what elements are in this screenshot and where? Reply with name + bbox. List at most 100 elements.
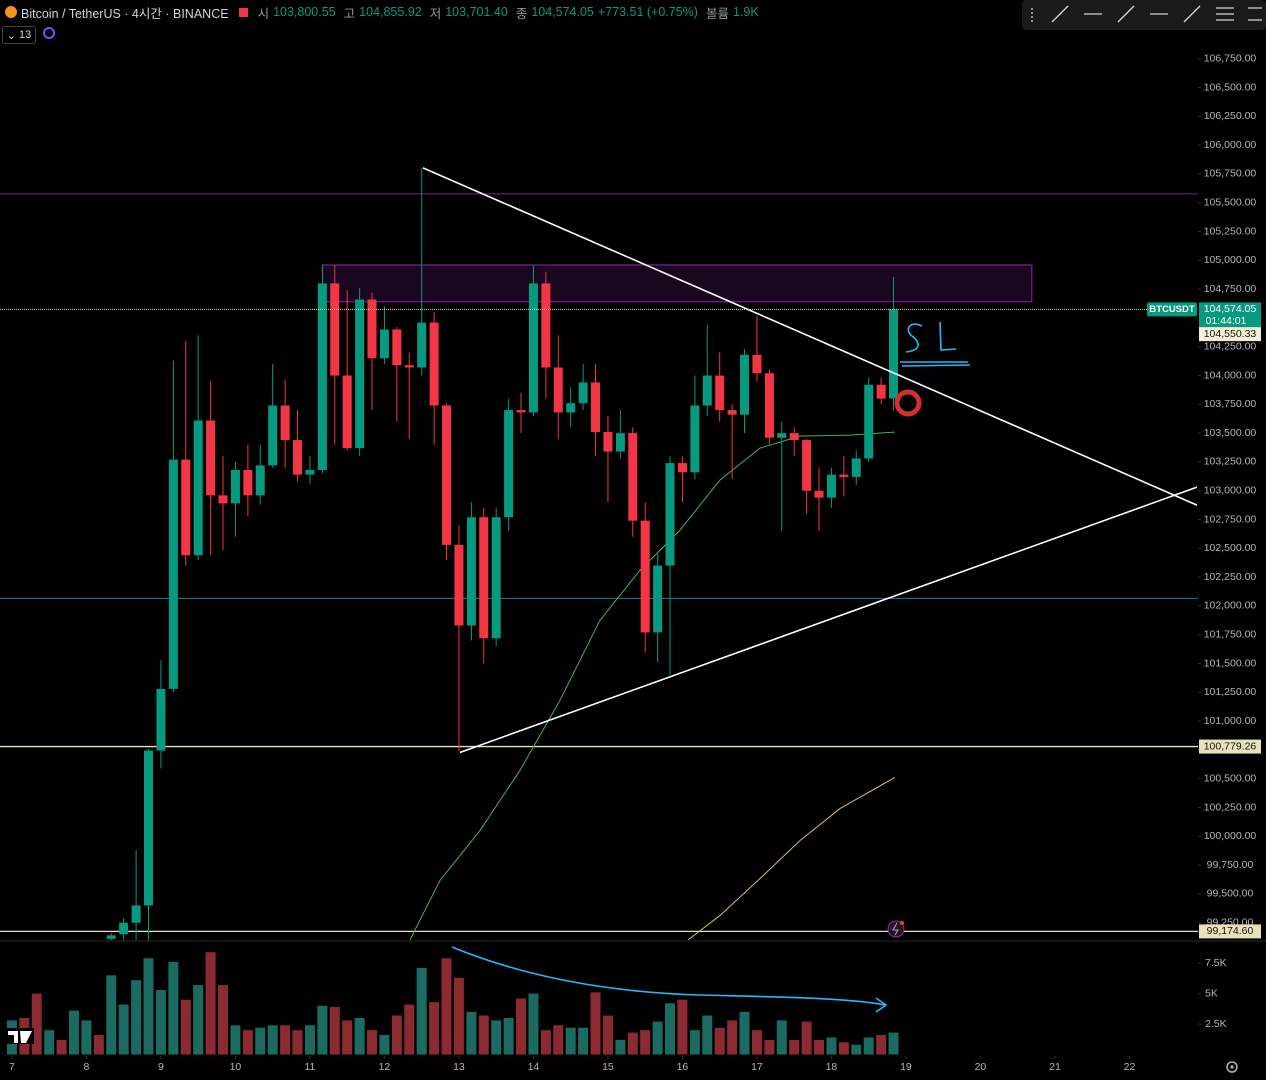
y-tick-label: 100,000.00 (1204, 830, 1257, 842)
candle-body (640, 520, 650, 633)
moving-average (687, 777, 896, 940)
volume-bar (416, 967, 427, 1055)
event-icon-bolt[interactable] (892, 922, 899, 936)
candle-body (603, 431, 613, 452)
volume-bar (801, 1021, 812, 1055)
volume-bar (31, 993, 42, 1055)
volume-bar (565, 1027, 576, 1055)
level-label: 100,779.26 (1204, 740, 1257, 752)
y-tick-label: 103,250.00 (1204, 456, 1257, 468)
volume-bar (379, 1035, 390, 1055)
volume-bar (217, 985, 228, 1055)
tool-more[interactable] (1248, 7, 1262, 21)
tool-trend[interactable] (1051, 5, 1069, 23)
ohlc-label: 고 (343, 6, 356, 21)
candle-body (268, 405, 278, 466)
candle-body (280, 405, 290, 441)
volume-bar (838, 1042, 849, 1055)
volume-bar (255, 1027, 266, 1055)
ohlc-label: 저 (429, 6, 442, 21)
volume-bar (602, 1015, 613, 1055)
candle-body (566, 403, 576, 413)
candle-body (504, 410, 514, 518)
y-tick-label: 103,500.00 (1204, 427, 1257, 439)
candle-body (243, 470, 253, 496)
axes: 99,250.0099,500.0099,750.00100,000.00100… (9, 53, 1261, 1073)
volume-label: 볼륨 (705, 6, 729, 21)
indicator-count: 13 (19, 29, 32, 41)
y-tick-label: 101,500.00 (1204, 657, 1257, 669)
y-tick-label: 100,250.00 (1204, 801, 1257, 813)
candle-body (441, 405, 451, 545)
sl-underline (900, 361, 971, 367)
y-tick-label: 104,250.00 (1204, 341, 1257, 353)
candle-body (342, 375, 352, 449)
y-tick-label: 105,500.00 (1204, 197, 1257, 209)
volume-bar (317, 1005, 328, 1055)
x-tick-label: 8 (84, 1061, 90, 1073)
y-tick-label: 102,500.00 (1204, 542, 1257, 554)
candle-body (677, 463, 687, 473)
candle-body (255, 465, 265, 496)
candle-body (355, 299, 365, 449)
event-dot (900, 921, 904, 925)
candle-body (181, 459, 191, 556)
candle-body (740, 354, 750, 415)
trendline (422, 167, 1198, 506)
volume-pane (6, 952, 899, 1055)
candle-body (292, 440, 302, 475)
y-tick-label: 103,750.00 (1204, 398, 1257, 410)
volume-bar (106, 975, 117, 1055)
y-tick-label: 99,750.00 (1207, 859, 1254, 871)
y-tick-label: 106,750.00 (1204, 53, 1257, 65)
flag-icon[interactable] (238, 7, 248, 17)
candle-body (417, 322, 427, 368)
tv-logo (6, 1028, 34, 1044)
gear-center[interactable] (1230, 1065, 1234, 1069)
symbol[interactable]: Bitcoin / TetherUS · 4시간 · BINANCE (21, 6, 229, 21)
volume-bar (640, 1030, 651, 1055)
last-price-label: 104,574.05 (1204, 303, 1257, 315)
candle-body (230, 470, 240, 504)
x-tick-label: 21 (1049, 1061, 1061, 1073)
ohlc-label: 종 (515, 6, 528, 21)
x-tick-label: 12 (379, 1061, 391, 1073)
volume-bar (714, 1027, 725, 1055)
volume-bar (515, 998, 526, 1055)
tool-fib[interactable] (1216, 7, 1234, 21)
volume-bar (615, 1039, 626, 1055)
tool-extended[interactable] (1183, 5, 1201, 23)
event-icon-circle[interactable] (887, 920, 905, 938)
volume-bar (180, 999, 191, 1055)
x-tick-label: 17 (751, 1061, 763, 1073)
volume-bar (304, 1025, 315, 1055)
volume-bar (93, 1035, 104, 1055)
indicator-toggle[interactable]: ⌄ 13 (2, 26, 36, 44)
y-tick-label: 100,500.00 (1204, 773, 1257, 785)
y-tick-label: 105,250.00 (1204, 225, 1257, 237)
candle-body (789, 433, 799, 441)
settings-icon[interactable] (1226, 1061, 1238, 1073)
y-tick-label: 106,250.00 (1204, 110, 1257, 122)
volume-tick-label: 7.5K (1205, 957, 1227, 969)
sync-icon[interactable] (43, 27, 55, 39)
change: +773.51 (+0.75%) (597, 5, 698, 19)
candle-body (578, 382, 588, 404)
x-tick-label: 7 (9, 1061, 15, 1073)
volume-bar (689, 1030, 700, 1055)
volume-bar (540, 1030, 551, 1055)
volume-bar (764, 1039, 775, 1055)
moving-average (409, 431, 895, 940)
candle-body (851, 458, 861, 477)
candle-body (193, 420, 203, 556)
volume-bar (863, 1037, 874, 1055)
gear[interactable] (1226, 1061, 1238, 1073)
volume-bar (68, 1010, 79, 1055)
event-icon[interactable] (887, 920, 905, 938)
ohlc-label: 시 (257, 6, 270, 21)
candle-body (143, 750, 153, 906)
tool-ray[interactable] (1117, 5, 1135, 23)
volume-bar (155, 989, 166, 1055)
volume-bar (44, 1030, 55, 1055)
